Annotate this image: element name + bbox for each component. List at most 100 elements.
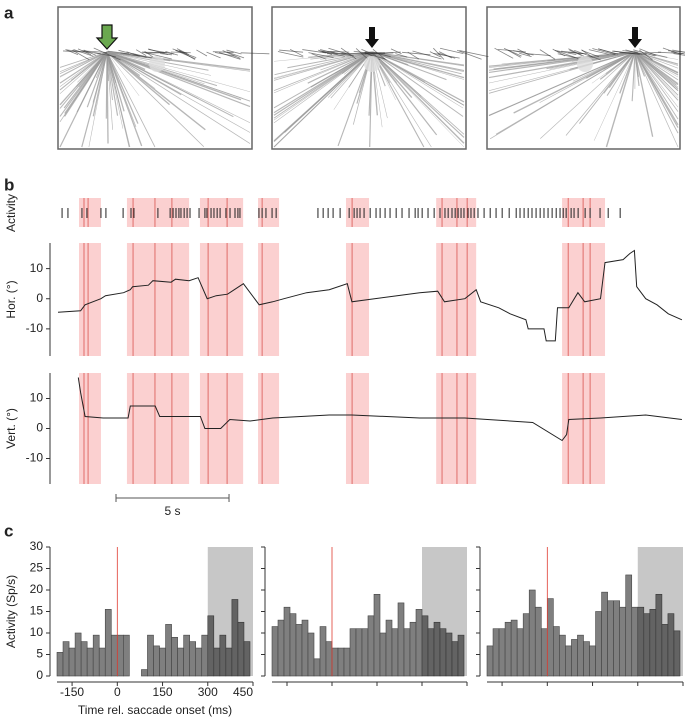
scene-line bbox=[513, 50, 534, 56]
scene-line bbox=[592, 48, 616, 56]
scene-line bbox=[106, 51, 143, 147]
saccade-epoch bbox=[199, 198, 244, 227]
bar bbox=[183, 634, 190, 677]
scene-line bbox=[634, 51, 679, 120]
x-axis-label: Time rel. saccade onset (ms) bbox=[78, 703, 232, 717]
bar bbox=[510, 619, 518, 677]
y-tick-label: 20 bbox=[30, 582, 44, 596]
bar bbox=[319, 626, 327, 677]
scene-line bbox=[371, 51, 465, 72]
bar bbox=[504, 621, 512, 677]
scene-lines bbox=[59, 47, 685, 148]
scene-line bbox=[459, 50, 489, 58]
scene-line bbox=[371, 51, 447, 81]
scene-line bbox=[371, 51, 465, 144]
saccade-epoch bbox=[199, 243, 244, 356]
y-tick-label: 10 bbox=[30, 391, 44, 405]
scene-line bbox=[591, 51, 636, 84]
bar bbox=[534, 606, 542, 677]
bar bbox=[195, 647, 203, 677]
scene-line bbox=[63, 50, 83, 53]
scene-line bbox=[375, 52, 391, 58]
saccade-epoch bbox=[126, 373, 190, 484]
bar bbox=[171, 636, 178, 677]
scene-line bbox=[364, 52, 387, 60]
bar bbox=[141, 669, 148, 677]
bar bbox=[373, 593, 381, 677]
scene-line bbox=[585, 51, 636, 79]
saccade-epoch bbox=[562, 373, 606, 484]
scene-line bbox=[554, 49, 577, 56]
scene-line bbox=[456, 49, 482, 60]
eye-trace bbox=[57, 249, 683, 342]
bar bbox=[68, 647, 76, 677]
bar bbox=[516, 628, 524, 677]
shade bbox=[422, 547, 467, 676]
scene-line bbox=[608, 51, 636, 88]
bar bbox=[104, 609, 112, 677]
scene-line bbox=[106, 51, 242, 101]
bar bbox=[165, 624, 172, 677]
bar bbox=[457, 634, 465, 677]
scene-line bbox=[277, 51, 304, 58]
bar bbox=[337, 647, 345, 677]
scene-line bbox=[671, 51, 685, 55]
bar bbox=[492, 628, 500, 677]
x-tick-label: 0 bbox=[114, 685, 121, 699]
scene-line bbox=[59, 51, 108, 91]
scene-line bbox=[81, 50, 108, 53]
scene-line bbox=[106, 51, 113, 101]
y-tick-label: 0 bbox=[36, 668, 43, 682]
shade bbox=[207, 547, 253, 676]
scene-line bbox=[212, 51, 234, 53]
scene-line bbox=[371, 51, 425, 83]
scene-line bbox=[581, 49, 600, 58]
scene-line bbox=[59, 51, 108, 68]
scene-line bbox=[556, 50, 579, 59]
bar bbox=[189, 641, 197, 677]
bar bbox=[415, 609, 423, 677]
bar bbox=[110, 634, 118, 677]
x-tick-label: -150 bbox=[60, 685, 84, 699]
bar bbox=[565, 645, 572, 677]
scene-line bbox=[279, 49, 304, 53]
eye-trace bbox=[77, 377, 682, 442]
x-tick-label: 300 bbox=[198, 685, 218, 699]
scene-line bbox=[353, 50, 369, 54]
y-tick-label: -10 bbox=[26, 321, 44, 335]
scene-line bbox=[433, 52, 460, 59]
saccade-epoch bbox=[126, 243, 190, 356]
x-tick-label: 450 bbox=[233, 685, 253, 699]
scene-line bbox=[106, 51, 124, 129]
scene-line bbox=[579, 51, 636, 124]
bar bbox=[577, 634, 584, 677]
bar bbox=[62, 641, 70, 677]
y-tick-label: 10 bbox=[30, 261, 44, 275]
y-tick-label: 0 bbox=[36, 291, 43, 305]
saccade-epoch bbox=[436, 373, 477, 484]
scene-line bbox=[176, 50, 196, 60]
scene-line bbox=[622, 50, 638, 53]
panel-label: a bbox=[4, 3, 14, 22]
scene-line bbox=[634, 51, 679, 88]
scene-line bbox=[302, 49, 327, 54]
scene-line bbox=[77, 48, 92, 55]
scene-line bbox=[507, 49, 521, 58]
scene-line bbox=[308, 52, 334, 58]
panel-label: b bbox=[4, 175, 14, 194]
scene-line bbox=[106, 51, 139, 124]
bar bbox=[325, 641, 333, 677]
scene-line bbox=[240, 52, 270, 55]
scene-line bbox=[539, 49, 556, 60]
bar bbox=[98, 647, 106, 677]
scene-line bbox=[273, 51, 373, 79]
scene-line bbox=[634, 51, 679, 108]
scene-line bbox=[222, 50, 241, 59]
scene-line bbox=[371, 51, 432, 148]
bar bbox=[117, 634, 124, 677]
scene-line bbox=[371, 51, 398, 83]
y-axis-label: Vert. (°) bbox=[4, 408, 18, 449]
scene-line bbox=[273, 51, 373, 116]
scale-bar-label: 5 s bbox=[165, 504, 181, 518]
bar bbox=[123, 634, 130, 677]
